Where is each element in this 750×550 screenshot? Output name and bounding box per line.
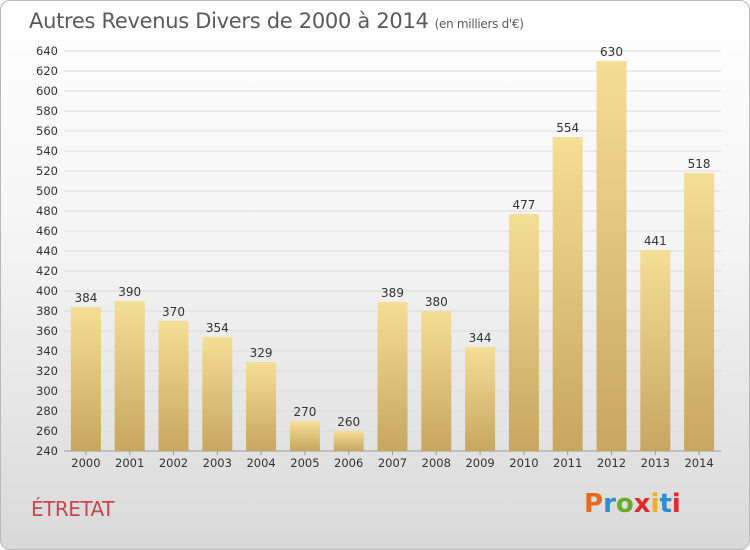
y-tick-label: 240 <box>36 444 58 458</box>
logo-letter: i <box>650 489 660 519</box>
y-tick-label: 480 <box>36 204 58 218</box>
data-label: 260 <box>337 415 360 429</box>
bar <box>70 307 101 451</box>
y-axis-ticks: 240 260 280 300 320 340 360 380 400 420 440 460 480 5… <box>36 44 58 458</box>
x-tick-label: 2001 <box>115 456 144 470</box>
y-tick-label: 640 <box>36 44 58 58</box>
bar <box>640 250 671 451</box>
x-tick-label: 2000 <box>71 456 100 470</box>
y-tick-label: 260 <box>36 424 58 438</box>
bar <box>421 311 452 451</box>
data-label: 344 <box>469 331 492 345</box>
x-tick-label: 2003 <box>203 456 232 470</box>
bar <box>465 347 496 451</box>
chart-title-unit: (en milliers d'€) <box>434 17 524 31</box>
y-tick-label: 540 <box>36 144 58 158</box>
bar <box>202 337 233 451</box>
bar <box>552 137 583 451</box>
x-tick-label: 2004 <box>246 456 275 470</box>
x-tick-label: 2012 <box>597 456 626 470</box>
x-tick-label: 2006 <box>334 456 363 470</box>
y-tick-label: 280 <box>36 404 58 418</box>
data-label: 477 <box>512 198 535 212</box>
data-label: 329 <box>250 346 273 360</box>
logo-letter: x <box>633 489 651 519</box>
x-tick-label: 2002 <box>159 456 188 470</box>
bar <box>114 301 145 451</box>
x-tick-label: 2014 <box>684 456 713 470</box>
y-tick-label: 620 <box>36 64 58 78</box>
data-label: 354 <box>206 321 229 335</box>
x-tick-label: 2005 <box>290 456 319 470</box>
x-tick-label: 2013 <box>641 456 670 470</box>
x-axis-ticks: 2000 2001 2002 2003 2004 2005 2006 2007 2008 2009… <box>71 451 714 470</box>
data-labels: 384 390 370 354 329 270 260 389 380 344 477 554 630 4… <box>74 45 710 429</box>
y-tick-label: 520 <box>36 164 58 178</box>
y-tick-label: 420 <box>36 264 58 278</box>
bar <box>596 61 627 451</box>
logo-letter: o <box>615 489 634 519</box>
chart-title-main: Autres Revenus Divers de 2000 à 2014 <box>29 9 429 33</box>
y-tick-label: 380 <box>36 304 58 318</box>
y-tick-label: 300 <box>36 384 58 398</box>
y-tick-label: 600 <box>36 84 58 98</box>
y-tick-label: 400 <box>36 284 58 298</box>
x-tick-label: 2008 <box>422 456 451 470</box>
y-tick-label: 340 <box>36 344 58 358</box>
chart-title: Autres Revenus Divers de 2000 à 2014 (en … <box>29 9 524 33</box>
data-label: 518 <box>688 157 711 171</box>
bar <box>508 214 539 451</box>
y-tick-label: 560 <box>36 124 58 138</box>
data-label: 270 <box>293 405 316 419</box>
logo-letter: r <box>603 489 616 519</box>
data-label: 554 <box>556 121 579 135</box>
data-label: 389 <box>381 286 404 300</box>
bar <box>158 321 189 451</box>
y-tick-label: 460 <box>36 224 58 238</box>
y-tick-label: 440 <box>36 244 58 258</box>
bar <box>377 302 408 451</box>
bar <box>289 421 320 451</box>
y-tick-label: 360 <box>36 324 58 338</box>
logo-letter: i <box>671 489 681 519</box>
y-tick-label: 320 <box>36 364 58 378</box>
logo-letter: t <box>659 489 672 519</box>
x-tick-label: 2009 <box>465 456 494 470</box>
data-label: 390 <box>118 285 141 299</box>
location-name: ÉTRETAT <box>31 497 114 521</box>
data-label: 370 <box>162 305 185 319</box>
data-label: 630 <box>600 45 623 59</box>
y-tick-label: 500 <box>36 184 58 198</box>
bar <box>246 362 277 451</box>
data-label: 441 <box>644 234 667 248</box>
logo-letter: P <box>584 489 604 519</box>
data-label: 384 <box>74 291 97 305</box>
proxiti-logo: Proxiti <box>584 489 704 525</box>
bar <box>333 431 364 451</box>
data-label: 380 <box>425 295 448 309</box>
y-tick-label: 580 <box>36 104 58 118</box>
bar <box>684 173 715 451</box>
bars <box>70 61 715 451</box>
x-tick-label: 2007 <box>378 456 407 470</box>
x-tick-label: 2011 <box>553 456 582 470</box>
x-tick-label: 2010 <box>509 456 538 470</box>
